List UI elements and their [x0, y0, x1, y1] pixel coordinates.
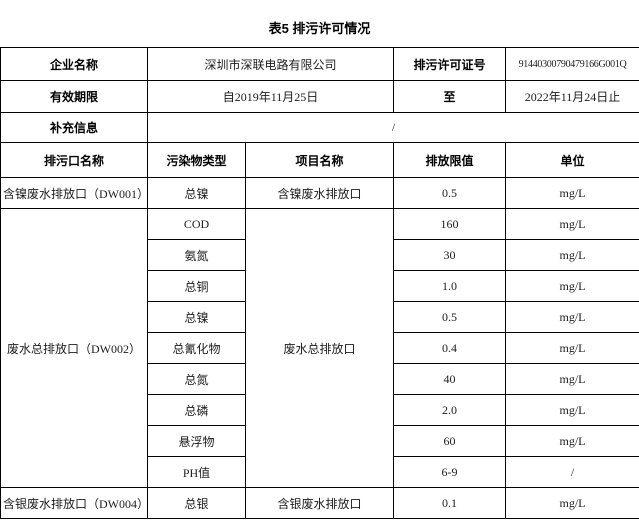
- validity-from: 自2019年11月25日: [146, 80, 395, 113]
- pollutant-type-cell: 总银: [147, 487, 246, 519]
- table-row: 含镍废水排放口（DW001） 总镍 含镍废水排放口 0.5 mg/L: [0, 177, 639, 209]
- limit-cell: 30: [393, 239, 507, 271]
- table-row: 总氮 40 mg/L: [1, 363, 639, 395]
- project-name-cell: 含镍废水排放口: [244, 177, 395, 209]
- permit-table: 企业名称 深圳市深联电路有限公司 排污许可证号 9144030079047916…: [0, 47, 639, 519]
- unit-cell: mg/L: [505, 394, 639, 426]
- permit-no-label: 排污许可证号: [393, 47, 507, 81]
- permit-no-value: 91440300790479166G001Q: [505, 47, 639, 81]
- pollutant-type-cell: 总镍: [147, 177, 246, 209]
- project-name-cell: 含银废水排放口: [244, 487, 395, 519]
- project-name-cell: 废水总排放口: [244, 208, 395, 488]
- supplement-row: 补充信息 /: [0, 112, 639, 143]
- table-row: 悬浮物 60 mg/L: [1, 425, 639, 457]
- pollutant-type-cell: 总镍: [147, 301, 246, 333]
- header-pollutant-type: 污染物类型: [147, 142, 246, 178]
- unit-cell: mg/L: [505, 363, 639, 395]
- table-header-row: 排污口名称 污染物类型 项目名称 排放限值 单位: [0, 142, 639, 178]
- pollutant-type-cell: 总氮: [147, 363, 246, 395]
- outlet-name-cell: 含镍废水排放口（DW001）: [0, 177, 148, 209]
- limit-cell: 0.5: [393, 301, 507, 333]
- permit-table-body: 含镍废水排放口（DW001） 总镍 含镍废水排放口 0.5 mg/L 废水总排放口（DW0…: [0, 177, 639, 519]
- header-unit: 单位: [505, 142, 639, 178]
- limit-cell: 1.0: [393, 270, 507, 302]
- company-row: 企业名称 深圳市深联电路有限公司 排污许可证号 9144030079047916…: [0, 47, 639, 81]
- unit-cell: /: [505, 456, 639, 488]
- table-row: 废水总排放口（DW002） COD 废水总排放口 160 mg/L: [0, 208, 639, 488]
- pollutant-type-cell: 总铜: [147, 270, 246, 302]
- unit-cell: mg/L: [505, 332, 639, 364]
- limit-cell: 160: [393, 208, 507, 240]
- table-row: 总氰化物 0.4 mg/L: [1, 332, 639, 364]
- supplement-label: 补充信息: [0, 112, 148, 143]
- pollutant-type-cell: 悬浮物: [147, 425, 246, 457]
- header-limit: 排放限值: [393, 142, 507, 178]
- table-row: 总镍 0.5 mg/L: [1, 301, 639, 333]
- unit-cell: mg/L: [505, 177, 639, 209]
- validity-row: 有效期限 自2019年11月25日 至 2022年11月24日止: [0, 80, 639, 113]
- header-project-name: 项目名称: [244, 142, 395, 178]
- outlet-name-cell: 含银废水排放口（DW004）: [0, 487, 148, 519]
- unit-cell: mg/L: [505, 270, 639, 302]
- limit-cell: 0.5: [393, 177, 507, 209]
- table-row: PH值 6-9/: [1, 456, 639, 488]
- pollutant-type-cell: 氨氮: [147, 239, 246, 271]
- limit-cell: 60: [393, 425, 507, 457]
- limit-cell: 40: [393, 363, 507, 395]
- company-label: 企业名称: [0, 47, 148, 81]
- pollutant-type-cell: 总氰化物: [147, 332, 246, 364]
- limit-cell: 6-9: [393, 456, 507, 488]
- company-value: 深圳市深联电路有限公司: [146, 47, 395, 81]
- validity-to-label: 至: [393, 80, 507, 113]
- unit-cell: mg/L: [505, 487, 639, 519]
- table-row: 含银废水排放口（DW004） 总银 含银废水排放口 0.1 mg/L: [0, 487, 639, 519]
- supplement-value: /: [146, 112, 639, 143]
- pollutant-type-cell: COD: [147, 208, 246, 240]
- pollutant-type-cell: PH值: [147, 456, 246, 488]
- limit-cell: 0.4: [393, 332, 507, 364]
- page-title: 表5 排污许可情况: [268, 21, 371, 36]
- unit-cell: mg/L: [505, 301, 639, 333]
- table-row: 总磷 2.0 mg/L: [1, 394, 639, 426]
- pollutant-type-cell: 总磷: [147, 394, 246, 426]
- header-outlet-name: 排污口名称: [0, 142, 148, 178]
- limit-cell: 2.0: [393, 394, 507, 426]
- validity-to-value: 2022年11月24日止: [505, 80, 639, 113]
- unit-cell: mg/L: [505, 208, 639, 240]
- unit-cell: mg/L: [505, 239, 639, 271]
- outlet-name-cell: 废水总排放口（DW002）: [0, 208, 148, 488]
- table-row: 总铜 1.0 mg/L: [1, 270, 639, 302]
- validity-label: 有效期限: [0, 80, 148, 113]
- limit-cell: 0.1: [393, 487, 507, 519]
- unit-cell: mg/L: [505, 425, 639, 457]
